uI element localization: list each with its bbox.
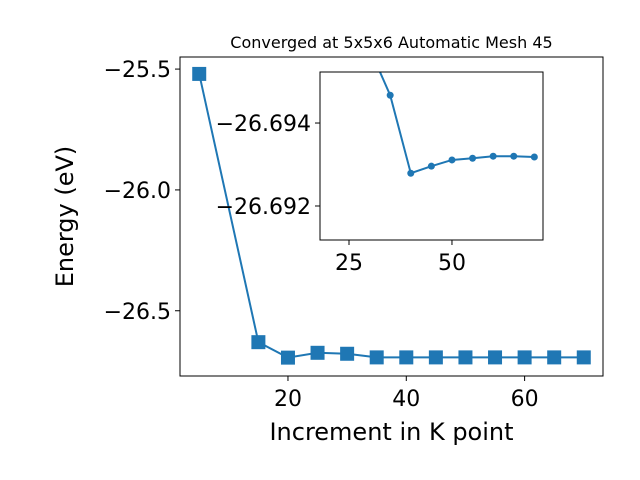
x-tick-label: 20: [274, 387, 302, 412]
data-point: [192, 66, 207, 81]
axes-frame: [319, 71, 544, 241]
data-point: [280, 350, 295, 365]
data-point: [510, 152, 518, 160]
data-point: [369, 350, 384, 365]
y-tick-label: −26.692: [216, 195, 311, 220]
x-axis-label: Increment in K point: [269, 418, 513, 446]
plot-area: [192, 66, 591, 365]
plot-area: [378, 72, 538, 177]
data-point: [427, 162, 435, 170]
y-tick-label: −25.5: [104, 58, 171, 83]
data-point: [530, 153, 538, 161]
data-point: [547, 350, 562, 365]
chart-title: Converged at 5x5x6 Automatic Mesh 45: [230, 33, 552, 52]
axes-frame: [179, 56, 604, 377]
data-point: [458, 350, 473, 365]
y-tick-label: −26.0: [104, 179, 171, 204]
data-point: [428, 350, 443, 365]
data-point: [489, 152, 497, 160]
y-tick-label: −26.694: [216, 112, 311, 137]
data-point: [340, 346, 355, 361]
data-point: [399, 350, 414, 365]
data-point: [251, 335, 266, 350]
x-tick-label: 40: [392, 387, 420, 412]
x-tick-label: 25: [335, 251, 363, 276]
x-tick-label: 50: [438, 251, 466, 276]
data-point: [310, 345, 325, 360]
data-point: [469, 154, 477, 162]
data-point: [386, 91, 394, 99]
x-tick-label: 60: [511, 387, 539, 412]
data-point: [517, 350, 532, 365]
y-tick-label: −26.5: [104, 300, 171, 325]
data-point: [448, 156, 456, 164]
y-axis-label: Energy (eV): [51, 146, 79, 288]
data-point: [488, 350, 503, 365]
data-point: [576, 350, 591, 365]
data-point: [407, 169, 415, 177]
